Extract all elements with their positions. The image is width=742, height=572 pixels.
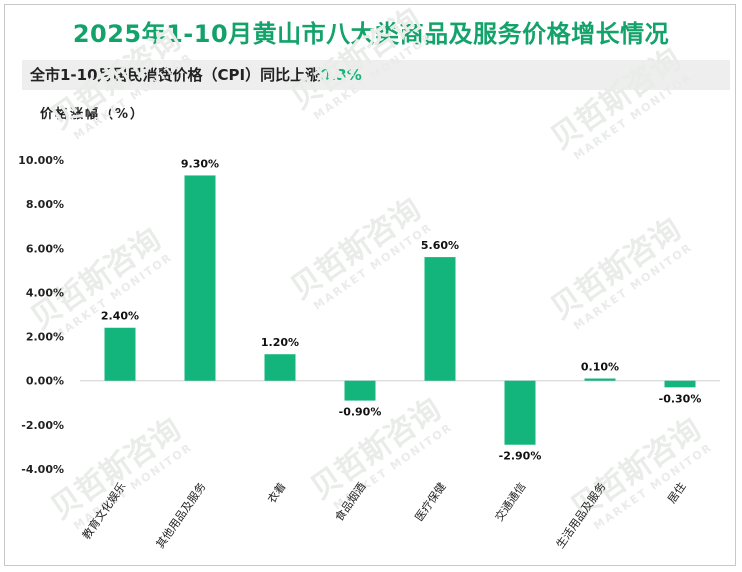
bar — [664, 380, 696, 388]
bar — [584, 378, 616, 381]
chart-frame — [4, 4, 736, 566]
bar — [504, 380, 536, 445]
y-tick-label: 0.00% — [26, 375, 64, 388]
bars — [104, 175, 696, 445]
data-label: 5.60% — [421, 239, 459, 252]
x-tick-label: 交通通信 — [492, 480, 529, 524]
bar — [424, 257, 456, 381]
data-label: 0.10% — [581, 361, 619, 374]
value-labels: 2.40% 9.30% 1.20% -0.90% 5.60% -2.90% 0.10% -0.… — [101, 157, 701, 462]
y-tick-label: 4.00% — [26, 286, 64, 299]
data-label: 2.40% — [101, 310, 139, 323]
y-tick-label: 10.00% — [18, 154, 64, 167]
data-label: 9.30% — [181, 157, 219, 170]
subtitle-highlight: 0.3% — [320, 66, 362, 84]
chart-title: 2025年1-10月黄山市八大类商品及服务价格增长情况 — [72, 20, 670, 48]
x-tick-label: 医疗保健 — [412, 480, 449, 524]
subtitle-text: 全市1-10月居民消费价格（CPI）同比上涨 — [30, 66, 321, 84]
x-tick-label: 衣着 — [264, 480, 288, 506]
y-tick-label: 6.00% — [26, 242, 64, 255]
bar — [104, 327, 136, 381]
y-tick-label: 8.00% — [26, 198, 64, 211]
subtitle-bar — [22, 60, 730, 90]
y-axis-ticks: 10.00% 8.00% 6.00% 4.00% 2.00% 0.00% -2.00% -4.… — [18, 154, 64, 476]
x-tick-label: 其他用品及服务 — [154, 480, 209, 551]
bar — [344, 380, 376, 401]
bar — [264, 354, 296, 381]
data-label: 1.20% — [261, 336, 299, 349]
y-tick-label: -2.00% — [21, 419, 64, 432]
y-axis-label: 价格涨幅（%） — [40, 107, 146, 122]
data-label: -0.30% — [659, 392, 702, 405]
data-label: -0.90% — [339, 406, 382, 419]
bar — [184, 175, 216, 381]
y-tick-label: -4.00% — [21, 463, 64, 476]
data-label: -2.90% — [499, 450, 542, 463]
y-tick-label: 2.00% — [26, 331, 64, 344]
subtitle: 全市1-10月居民消费价格（CPI）同比上涨0.3% — [30, 64, 362, 85]
